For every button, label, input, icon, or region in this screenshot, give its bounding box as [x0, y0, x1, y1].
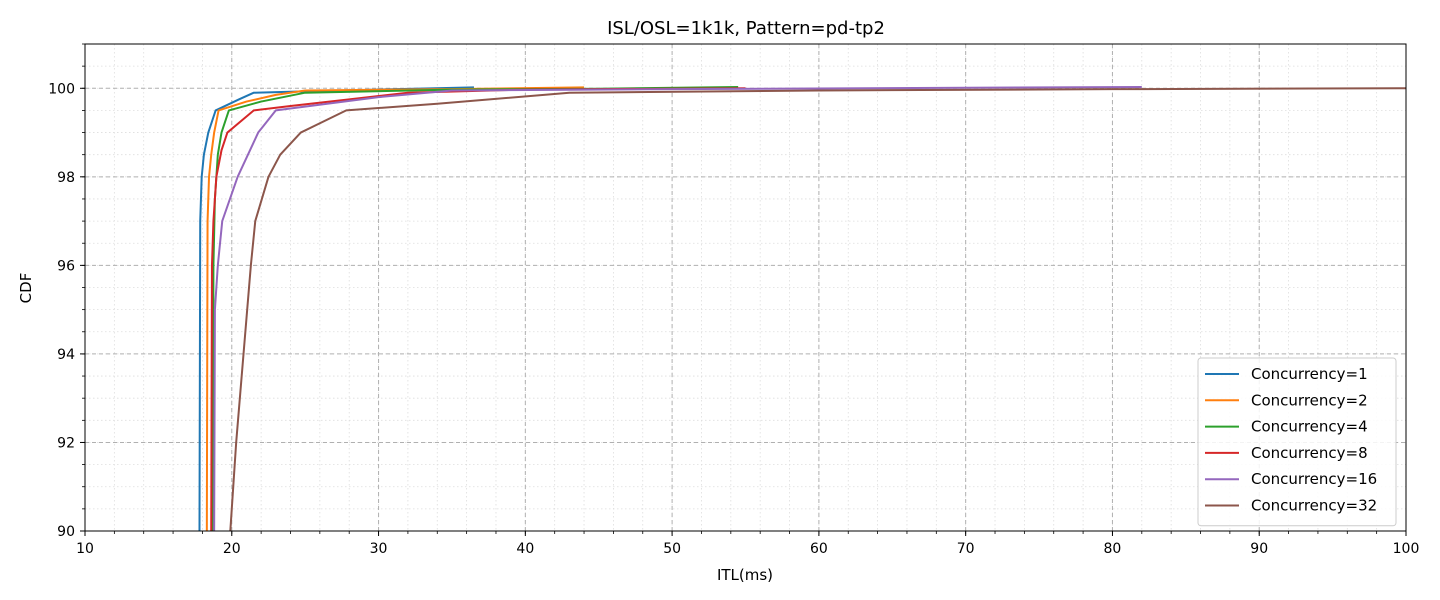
x-tick-label: 40 [516, 541, 534, 557]
y-tick-label: 90 [57, 524, 75, 540]
x-tick-label: 100 [1393, 541, 1420, 557]
series-line-6 [229, 87, 1407, 532]
legend-entry: Concurrency=32 [1251, 497, 1377, 515]
x-axis-ticks: 10 20 30 40 50 60 70 80 90 100 [76, 531, 1419, 557]
y-tick-label: 92 [57, 435, 75, 451]
x-tick-label: 20 [223, 541, 241, 557]
x-tick-label: 30 [370, 541, 388, 557]
x-tick-label: 80 [1104, 541, 1122, 557]
legend-entry: Concurrency=4 [1251, 418, 1368, 436]
series-line-1 [198, 86, 474, 532]
y-tick-label: 100 [48, 81, 75, 97]
y-tick-label: 98 [57, 170, 75, 186]
legend-entry: Concurrency=16 [1251, 470, 1377, 488]
series-layer [198, 85, 1407, 532]
x-tick-label: 70 [957, 541, 975, 557]
y-tick-label: 94 [57, 347, 75, 363]
legend-box [1197, 357, 1397, 527]
y-axis-ticks: 90 92 94 96 98 100 [48, 43, 85, 540]
legend-entry: Concurrency=2 [1251, 391, 1368, 409]
y-tick-label: 96 [57, 258, 75, 274]
x-tick-label: 90 [1250, 541, 1268, 557]
x-axis-label: ITL(ms) [717, 566, 773, 584]
series-line-3 [211, 85, 739, 532]
chart-title: ISL/OSL=1k1k, Pattern=pd-tp2 [607, 18, 885, 39]
x-tick-label: 50 [663, 541, 681, 557]
x-tick-label: 60 [810, 541, 828, 557]
x-tick-label: 10 [76, 541, 94, 557]
series-line-2 [205, 86, 585, 532]
legend-entry: Concurrency=8 [1251, 444, 1368, 462]
legend-entry: Concurrency=1 [1251, 365, 1368, 383]
series-line-5 [213, 85, 1142, 532]
legend: Concurrency=1 Concurrency=2 Concurrency=4 C… [1197, 357, 1397, 527]
y-axis-label: CDF [17, 273, 35, 304]
